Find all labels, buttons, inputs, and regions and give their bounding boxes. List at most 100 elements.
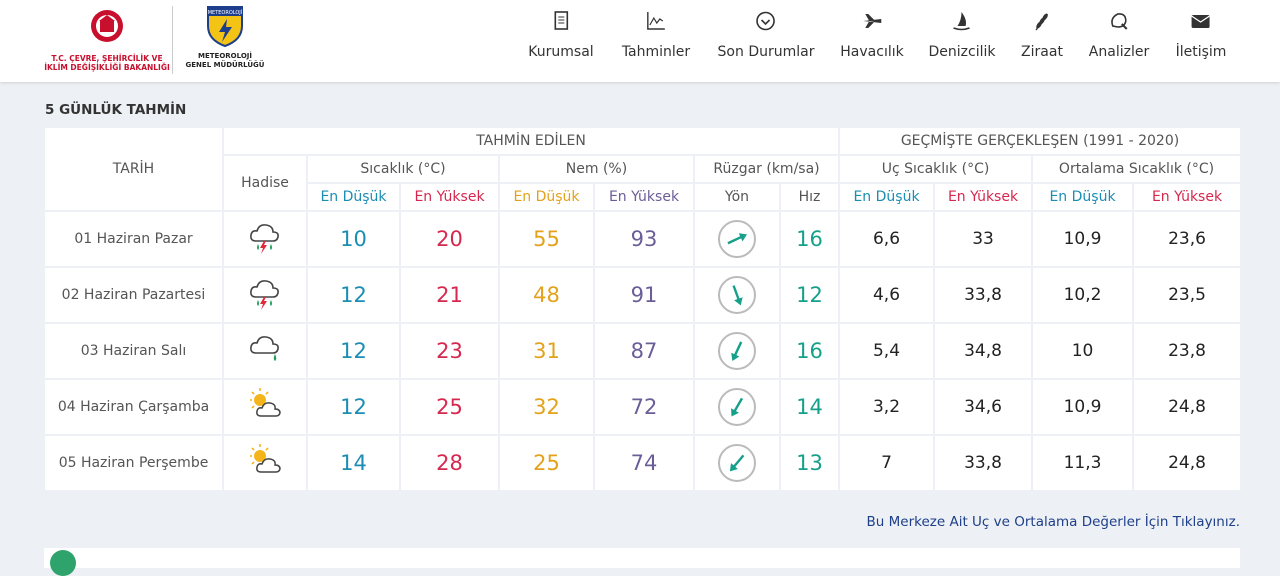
nav-item[interactable]: Ziraat bbox=[1021, 10, 1063, 60]
table-body: TARİH TAHMİN EDİLEN GEÇMİŞTE GERÇEKLEŞEN… bbox=[45, 128, 1241, 490]
value-cell: 12 bbox=[308, 380, 399, 434]
value-cell: 10,9 bbox=[1033, 212, 1133, 266]
separator bbox=[172, 6, 173, 74]
value-cell: 14 bbox=[781, 380, 839, 434]
nav-icon bbox=[1191, 15, 1211, 28]
decoration bbox=[756, 11, 776, 31]
arrow-shaft bbox=[727, 235, 743, 245]
value-cell: 28 bbox=[401, 436, 498, 490]
nav-label: Tahminler bbox=[621, 44, 691, 60]
decoration bbox=[251, 447, 255, 451]
column-header: En Yüksek bbox=[595, 184, 693, 210]
date-cell: 02 Haziran Pazartesi bbox=[45, 268, 222, 322]
value-cell: 12 bbox=[308, 268, 399, 322]
value-cell: 12 bbox=[308, 324, 399, 378]
nav-item[interactable]: İletişim bbox=[1175, 10, 1227, 60]
wind-compass bbox=[718, 276, 756, 314]
header-row: TARİH TAHMİN EDİLEN GEÇMİŞTE GERÇEKLEŞEN… bbox=[45, 128, 1241, 210]
nav-item[interactable]: Denizcilik bbox=[928, 10, 996, 60]
nav-label: Son Durumlar bbox=[717, 44, 815, 60]
value-cell: 10 bbox=[308, 212, 399, 266]
info-link[interactable]: Bu Merkeze Ait Uç ve Ortalama Değerler İ… bbox=[866, 514, 1240, 530]
column-header: Hız bbox=[781, 184, 839, 210]
nav-item[interactable]: Havacılık bbox=[840, 10, 904, 60]
nav-item[interactable]: Kurumsal bbox=[528, 10, 594, 60]
value-cell: 16 bbox=[781, 212, 839, 266]
value-cell: 34,6 bbox=[935, 380, 1032, 434]
value-cell: 23,8 bbox=[1134, 324, 1241, 378]
ministry-line: T.C. ÇEVRE, ŞEHİRCİLİK VE bbox=[51, 54, 163, 63]
value-cell: 74 bbox=[595, 436, 693, 490]
decoration bbox=[256, 458, 281, 473]
event-cell bbox=[224, 436, 306, 490]
arrow-head bbox=[731, 352, 740, 361]
value-cell: 32 bbox=[500, 380, 593, 434]
column-header: Yön bbox=[695, 184, 779, 210]
nav-label: Ziraat bbox=[1021, 44, 1063, 60]
weather-icon bbox=[250, 336, 279, 361]
group-header: TAHMİN EDİLEN bbox=[224, 128, 839, 154]
nav-icon bbox=[1035, 13, 1048, 31]
wind-compass bbox=[718, 332, 756, 370]
event-header: Hadise bbox=[224, 156, 306, 210]
forecast-row: 01 Haziran Pazar 10 20 55 93 16 6,6 33 10,9 23,6 bbox=[45, 212, 1241, 266]
date-header: TARİH bbox=[45, 128, 222, 210]
decoration bbox=[257, 300, 259, 306]
value-cell: 23,6 bbox=[1134, 212, 1241, 266]
weather-icon bbox=[250, 280, 279, 310]
wind-compass bbox=[718, 220, 756, 258]
column-header: En Düşük bbox=[1033, 184, 1133, 210]
value-cell: 12 bbox=[781, 268, 839, 322]
decoration bbox=[250, 224, 279, 242]
value-cell: 25 bbox=[500, 436, 593, 490]
value-cell: 87 bbox=[595, 324, 693, 378]
value-cell: 21 bbox=[401, 268, 498, 322]
nav-label: Analizler bbox=[1088, 44, 1150, 60]
ministry-logo bbox=[91, 10, 123, 42]
column-header: En Yüksek bbox=[935, 184, 1032, 210]
decoration bbox=[1036, 21, 1042, 29]
nav-label: Havacılık bbox=[840, 44, 904, 60]
wind-direction-cell bbox=[695, 380, 779, 434]
nav-label: İletişim bbox=[1175, 44, 1227, 60]
nav-label: Denizcilik bbox=[928, 44, 996, 60]
decoration bbox=[647, 12, 665, 30]
event-cell bbox=[224, 212, 306, 266]
subgroup-header: Sıcaklık (°C) bbox=[308, 156, 498, 182]
decoration bbox=[265, 447, 269, 451]
value-cell: 33 bbox=[935, 212, 1032, 266]
value-cell: 16 bbox=[781, 324, 839, 378]
decoration bbox=[273, 354, 277, 361]
org-line: METEOROLOJİ bbox=[198, 52, 252, 60]
weather-icon bbox=[250, 388, 281, 417]
nav-item[interactable]: Tahminler bbox=[622, 10, 690, 60]
wind-direction-cell bbox=[695, 436, 779, 490]
mgm-name: METEOROLOJİ GENEL MÜDÜRLÜĞÜ bbox=[180, 52, 270, 70]
value-cell: 5,4 bbox=[840, 324, 934, 378]
value-cell: 31 bbox=[500, 324, 593, 378]
wind-arrow bbox=[731, 341, 743, 361]
mgm-brand[interactable]: METEOROLOJİ METEOROLOJİ GENEL MÜDÜRLÜĞÜ bbox=[180, 4, 270, 70]
value-cell: 14 bbox=[308, 436, 399, 490]
nav-icon bbox=[953, 12, 971, 31]
decoration bbox=[260, 241, 267, 254]
value-cell: 20 bbox=[401, 212, 498, 266]
header: T.C. ÇEVRE, ŞEHİRCİLİK VE İKLİM DEĞİŞİKLİ… bbox=[0, 0, 1280, 82]
ministry-brand[interactable]: T.C. ÇEVRE, ŞEHİRCİLİK VE İKLİM DEĞİŞİKLİ… bbox=[44, 6, 170, 72]
value-cell: 23 bbox=[401, 324, 498, 378]
arrow-head bbox=[729, 463, 738, 472]
column-header: En Düşük bbox=[500, 184, 593, 210]
nav-item[interactable]: Analizler bbox=[1089, 10, 1149, 60]
subgroup-header: Uç Sıcaklık (°C) bbox=[840, 156, 1032, 182]
decoration bbox=[251, 391, 255, 395]
decoration bbox=[250, 444, 269, 465]
value-cell: 33,8 bbox=[935, 436, 1032, 490]
value-cell: 13 bbox=[781, 436, 839, 490]
date-cell: 04 Haziran Çarşamba bbox=[45, 380, 222, 434]
value-cell: 23,5 bbox=[1134, 268, 1241, 322]
decoration bbox=[761, 19, 771, 26]
wind-arrow bbox=[729, 454, 745, 472]
group-header: GEÇMİŞTE GERÇEKLEŞEN (1991 - 2020) bbox=[840, 128, 1241, 154]
arrow-head bbox=[734, 297, 743, 306]
nav-item[interactable]: Son Durumlar bbox=[717, 10, 815, 60]
